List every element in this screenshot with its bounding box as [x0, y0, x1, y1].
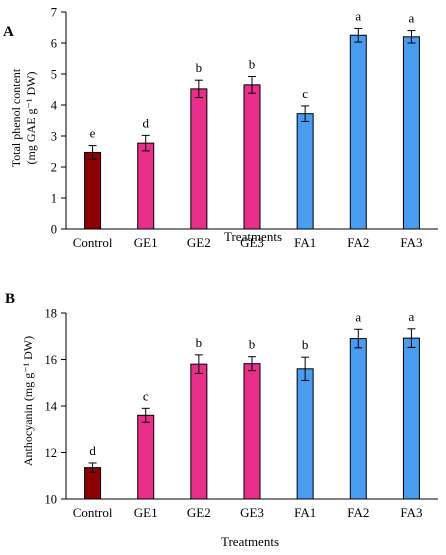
panel-b-category-label: GE3	[240, 505, 264, 520]
panel-a-bar-ge3	[243, 84, 261, 230]
panel-a-letter: A	[3, 24, 14, 40]
panel-a-significance-label: a	[355, 8, 361, 23]
panel-a-category-label: Control	[73, 235, 113, 250]
panel-a-category-label: GE3	[240, 235, 264, 250]
panel-a-significance-label: d	[142, 115, 149, 130]
panel-a-ytick-label: 5	[51, 68, 57, 82]
panel-a-significance-label: c	[302, 86, 308, 101]
panel-b-category-label: FA3	[400, 505, 422, 520]
panel-b-significance-label: a	[409, 309, 415, 324]
panel-b-category-label: GE2	[187, 505, 211, 520]
panel-a-significance-label: e	[90, 126, 96, 141]
panel-b-significance-label: b	[196, 335, 203, 350]
panel-b-significance-label: b	[302, 337, 309, 352]
panel-b-bar-ge2	[190, 363, 208, 500]
panel-b-xlabel: Treatments	[221, 534, 279, 549]
panel-a-ylabel-line1: Total phenol content	[9, 68, 23, 167]
panel-b-bar-fa2	[349, 338, 367, 500]
panel-a-category-label: GE1	[134, 235, 158, 250]
panel-b-anthocyanin-chart: B Anthocyanin (mg g⁻¹ DW) Treatments 10 1…	[5, 291, 438, 549]
panel-a-bar-ge1	[137, 142, 155, 230]
panel-b-significance-label: c	[143, 388, 149, 403]
panel-a-category-label: FA3	[400, 235, 422, 250]
panel-b-significance-label: a	[355, 309, 361, 324]
panel-b-ytick-label: 14	[45, 400, 58, 414]
panel-b-ytick-label: 10	[45, 493, 58, 507]
panel-b-ytick-label: 16	[45, 353, 58, 367]
panel-a-ytick-label: 2	[51, 161, 57, 175]
panel-b-bar-fa3	[402, 337, 420, 500]
panel-b-significance-label: b	[249, 337, 256, 352]
panel-a-ytick-label: 0	[51, 223, 57, 237]
panel-b-ytick-label: 18	[45, 307, 58, 321]
panel-a-category-label: GE2	[187, 235, 211, 250]
panel-a-ylabel-line2: (mg GAE g⁻¹ DW)	[24, 72, 38, 165]
panel-a-ytick-label: 1	[51, 192, 57, 206]
panel-a-category-label: FA1	[294, 235, 316, 250]
panel-b-category-label: GE1	[134, 505, 158, 520]
panel-b-category-label: FA1	[294, 505, 316, 520]
panel-b-category-label: Control	[73, 505, 113, 520]
panel-a-bar-fa3	[402, 36, 420, 230]
panel-a-bar-control	[84, 151, 102, 230]
panel-b-bar-fa1	[296, 368, 314, 500]
panel-b-significance-label: d	[89, 443, 96, 458]
panel-a-ytick-label: 4	[51, 99, 58, 113]
panel-a-bar-fa1	[296, 113, 314, 230]
panel-a-significance-label: b	[196, 60, 203, 75]
panel-a-bar-ge2	[190, 88, 208, 230]
panel-a-total-phenol-chart: A Total phenol content (mg GAE g⁻¹ DW) T…	[3, 6, 438, 250]
panel-a-category-label: FA2	[347, 235, 369, 250]
panel-b-category-label: FA2	[347, 505, 369, 520]
panel-b-letter: B	[5, 291, 15, 307]
panel-b-ytick-label: 12	[45, 446, 58, 460]
panel-b-bar-ge1	[137, 414, 155, 500]
panel-a-significance-label: a	[409, 11, 415, 26]
panel-a-ytick-label: 7	[51, 6, 57, 20]
panel-a-ytick-label: 3	[51, 130, 57, 144]
panel-a-significance-label: b	[249, 56, 256, 71]
panel-b-bar-ge3	[243, 363, 261, 500]
panel-a-ytick-label: 6	[51, 37, 57, 51]
panel-a-bar-fa2	[349, 34, 367, 230]
panel-b-ylabel: Anthocyanin (mg g⁻¹ DW)	[21, 336, 35, 466]
panel-a-xlabel: Treatments	[224, 229, 282, 244]
